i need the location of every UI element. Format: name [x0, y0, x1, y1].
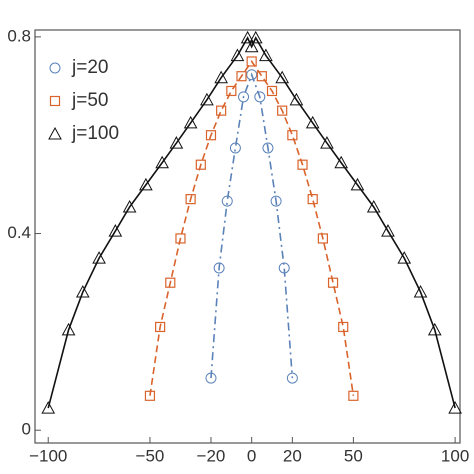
point — [195, 159, 206, 170]
point — [297, 159, 308, 170]
series-line — [47, 36, 456, 409]
point — [216, 105, 227, 116]
point — [226, 85, 237, 97]
legend-label: j=100 — [71, 123, 119, 144]
series-line — [210, 72, 294, 379]
point — [155, 155, 169, 169]
point — [169, 136, 184, 149]
series-line — [149, 60, 355, 396]
x-tick-label: 20 — [283, 446, 302, 465]
point — [230, 48, 245, 62]
x-tick-label: −100 — [29, 446, 67, 465]
point — [240, 30, 255, 44]
point — [238, 91, 250, 103]
point — [278, 262, 290, 274]
point — [75, 285, 90, 298]
point — [165, 277, 176, 288]
y-tick-label: 0.8 — [7, 26, 31, 45]
point — [448, 401, 462, 414]
point — [41, 401, 56, 414]
point — [236, 71, 247, 82]
point — [366, 199, 381, 213]
legend-marker — [48, 126, 62, 140]
point — [427, 322, 442, 336]
point — [185, 194, 196, 205]
point — [144, 390, 156, 401]
x-tick-label: −20 — [197, 446, 226, 465]
point — [122, 199, 137, 213]
point — [275, 70, 290, 84]
point — [229, 142, 241, 154]
point — [266, 85, 278, 97]
point — [61, 322, 76, 336]
point — [92, 251, 106, 264]
point — [248, 30, 263, 44]
legend-label: j=20 — [71, 57, 108, 78]
x-tick-label: 100 — [441, 446, 469, 465]
plot-frame — [34, 29, 461, 444]
point — [259, 48, 273, 62]
point — [348, 390, 359, 401]
point — [286, 372, 298, 384]
point — [254, 91, 266, 103]
y-tick-label: 0.4 — [7, 223, 31, 242]
point — [213, 262, 225, 274]
point — [307, 194, 318, 205]
point — [246, 56, 257, 67]
point — [334, 155, 349, 169]
point — [338, 321, 349, 333]
point — [327, 277, 339, 288]
point — [256, 71, 267, 82]
point — [270, 195, 282, 207]
point — [205, 130, 217, 141]
point — [221, 195, 233, 207]
point — [175, 233, 186, 244]
point — [277, 105, 288, 116]
x-tick-label: −50 — [136, 446, 165, 465]
point — [155, 321, 166, 333]
point — [108, 224, 123, 237]
point — [305, 115, 320, 129]
point — [397, 251, 412, 264]
point — [200, 92, 214, 106]
point — [350, 177, 365, 191]
point — [205, 372, 217, 384]
point — [317, 233, 328, 244]
point — [413, 285, 428, 298]
x-tick-label: 0 — [247, 446, 256, 465]
point — [262, 142, 274, 154]
point — [287, 130, 298, 141]
point — [320, 136, 334, 149]
point — [244, 39, 259, 53]
y-tick-label: 0 — [22, 420, 31, 439]
point — [381, 224, 395, 237]
legend-marker — [49, 95, 61, 107]
point — [246, 69, 258, 81]
point — [214, 70, 228, 84]
legend-marker — [49, 62, 61, 74]
legend-label: j=50 — [71, 90, 108, 111]
point — [289, 92, 304, 106]
x-tick-label: 50 — [344, 446, 363, 465]
point — [183, 115, 198, 129]
point — [139, 177, 153, 191]
